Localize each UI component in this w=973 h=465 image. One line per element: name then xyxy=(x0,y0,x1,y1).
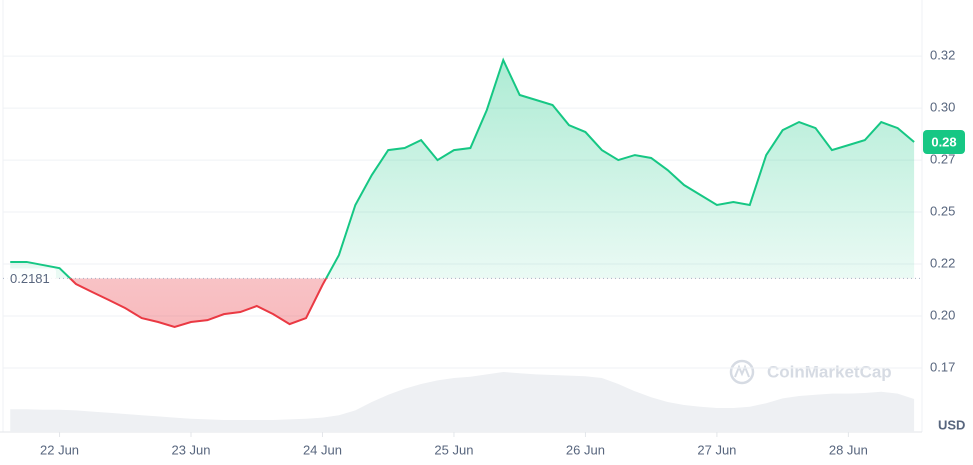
watermark-text: CoinMarketCap xyxy=(767,362,892,381)
y-tick-label: 0.25 xyxy=(930,203,955,218)
x-tick-label: 25 Jun xyxy=(434,442,473,457)
x-tick-label: 23 Jun xyxy=(171,442,210,457)
area-up xyxy=(10,60,915,279)
y-tick-label: 0.27 xyxy=(930,152,955,167)
current-badge xyxy=(923,129,965,154)
baseline-label: 0.2181 xyxy=(10,271,50,286)
y-tick-label: 0.17 xyxy=(930,359,955,374)
x-tick-label: 27 Jun xyxy=(697,442,736,457)
x-tick-label: 26 Jun xyxy=(566,442,605,457)
volume-area xyxy=(10,372,915,432)
watermark: CoinMarketCap xyxy=(729,359,892,385)
price-line-down xyxy=(68,278,328,329)
x-tick-label: 24 Jun xyxy=(303,442,342,457)
area-down xyxy=(70,278,327,328)
price-line-up xyxy=(10,57,915,279)
x-tick-label: 28 Jun xyxy=(829,442,868,457)
y-tick-label: 0.32 xyxy=(930,48,955,63)
y-tick-label: 0.20 xyxy=(930,307,955,322)
x-tick-label: 22 Jun xyxy=(40,442,79,457)
baseline-label-bg xyxy=(4,268,56,289)
y-tick-label: 0.30 xyxy=(930,100,955,115)
y-unit: USD xyxy=(938,417,965,432)
current-label: 0.28 xyxy=(931,134,956,149)
y-tick-label: 0.22 xyxy=(930,255,955,270)
